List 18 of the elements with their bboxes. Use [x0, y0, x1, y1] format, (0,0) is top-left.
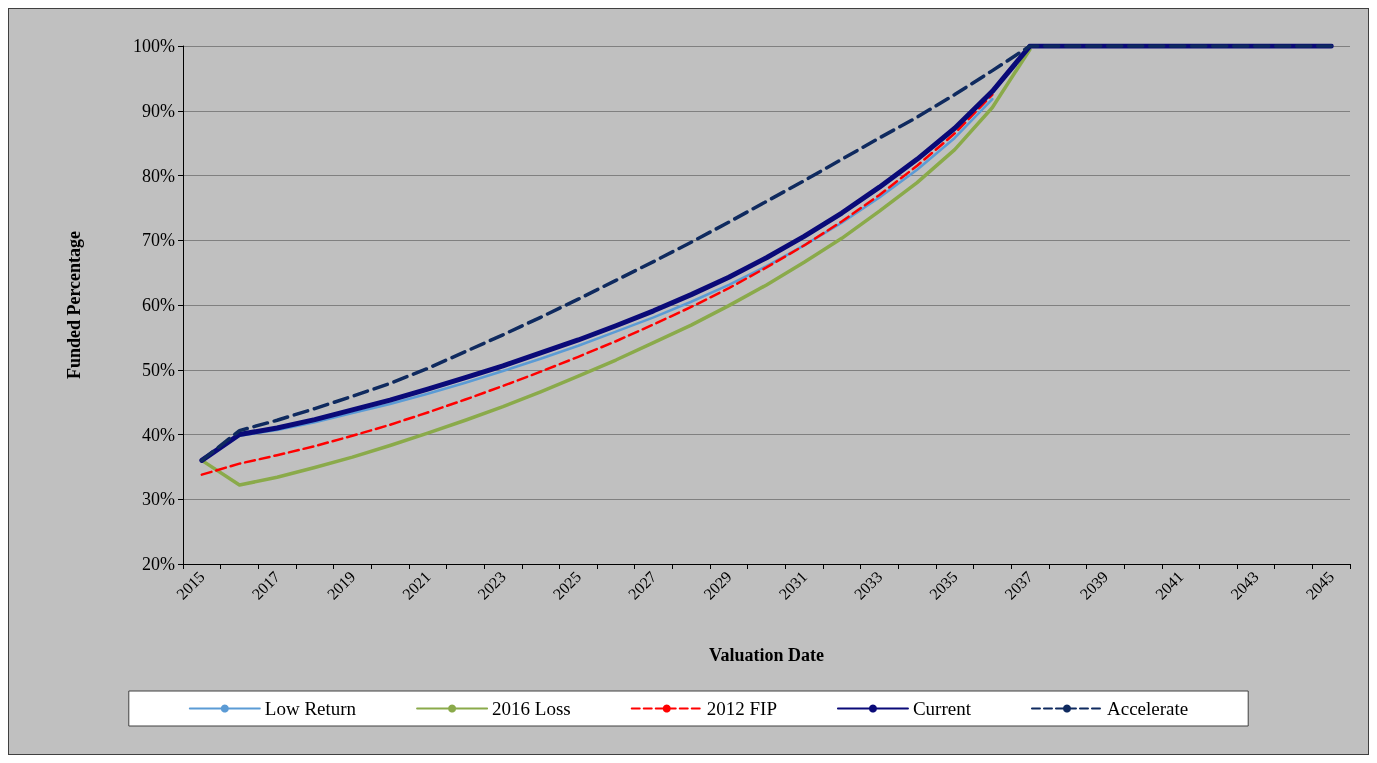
- line-series: [200, 47, 1032, 487]
- legend-label: 2016 Loss: [492, 698, 571, 719]
- y-tick-label: 20%: [142, 554, 175, 574]
- y-tick-label: 90%: [142, 100, 175, 121]
- y-tick-label: 40%: [142, 424, 175, 445]
- x-tick-label: 2021: [399, 567, 434, 603]
- legend-label: Accelerate: [1106, 698, 1189, 719]
- x-axis-title: Valuation Date: [709, 645, 824, 665]
- y-tick-label: 30%: [142, 489, 175, 510]
- y-tick-label: 50%: [142, 359, 175, 380]
- y-tick-label: 100%: [133, 36, 175, 56]
- legend-label: Current: [912, 698, 972, 719]
- y-tick-label: 70%: [142, 230, 175, 251]
- legend-label: Low Return: [264, 698, 357, 719]
- y-axis-title: Funded Percentage: [64, 230, 84, 380]
- legend-label: 2012 FIP: [706, 698, 777, 719]
- y-tick-label: 60%: [142, 295, 175, 315]
- y-tick-label: 80%: [142, 165, 175, 186]
